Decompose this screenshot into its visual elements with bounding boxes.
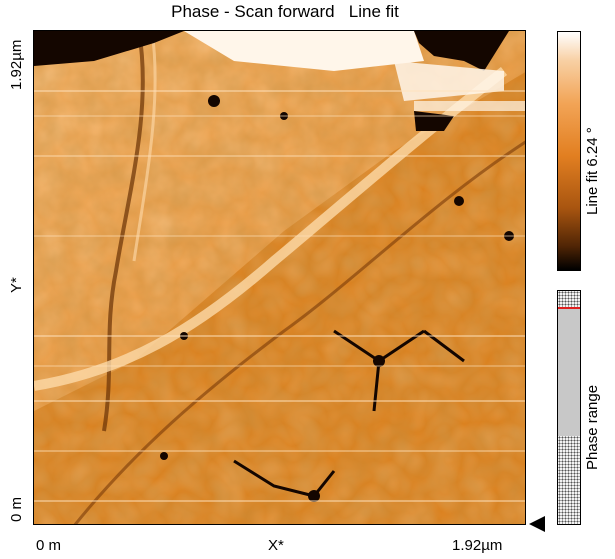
x-axis-max-label: 1.92µm <box>452 537 503 554</box>
x-axis-min-label: 0 m <box>36 537 62 554</box>
x-axis-title: X* <box>268 537 284 554</box>
y-axis-title: Y* <box>8 277 25 293</box>
phase-range-label: Phase range <box>584 384 601 470</box>
image-title: Phase - Scan forward Line fit <box>171 2 399 21</box>
range-upper-margin <box>558 291 580 307</box>
y-axis-min-label: 0 m <box>8 496 25 522</box>
y-axis-max-label: 1.92µm <box>8 39 25 90</box>
phase-scan-image[interactable] <box>33 30 526 525</box>
range-pointer-icon[interactable] <box>529 516 545 532</box>
colorbar-label: Line fit 6.24 ° <box>584 127 601 215</box>
colorbar <box>557 31 581 271</box>
scan-surface <box>34 31 525 524</box>
range-max-marker[interactable] <box>558 307 580 309</box>
phase-range-bar[interactable] <box>557 290 581 525</box>
range-lower-margin <box>558 436 580 524</box>
